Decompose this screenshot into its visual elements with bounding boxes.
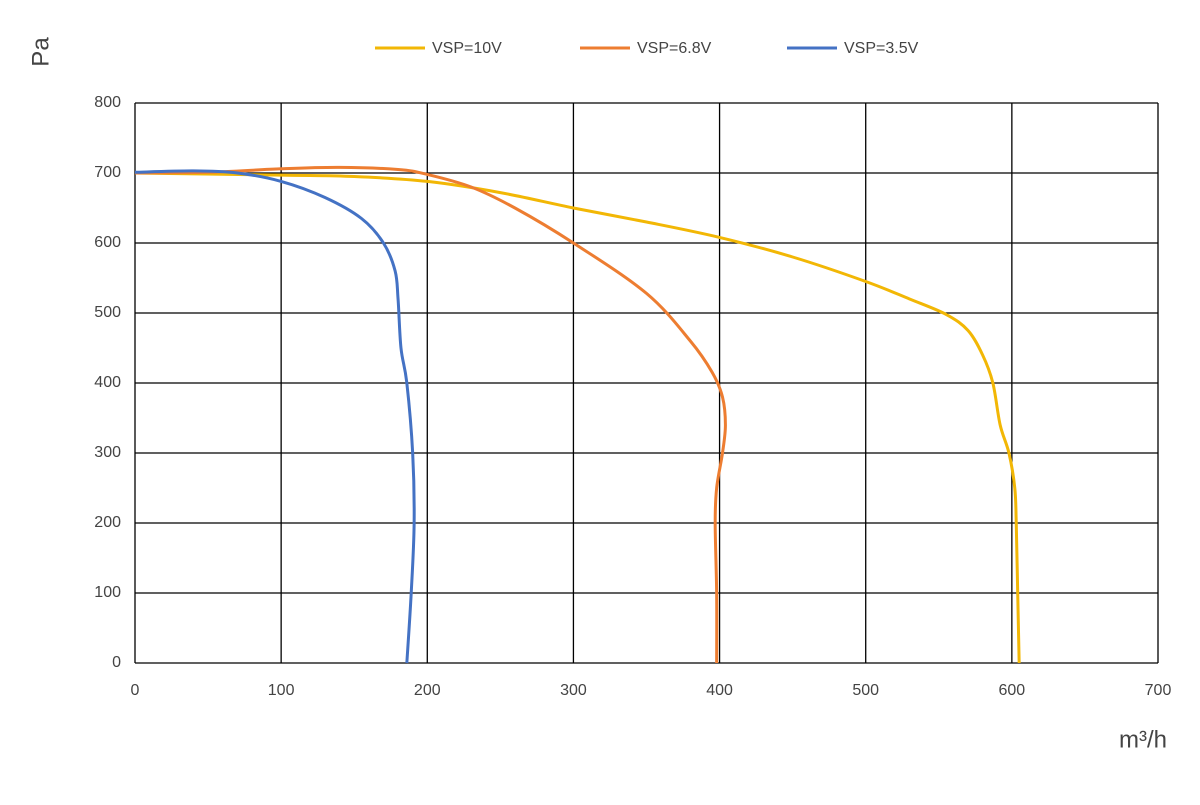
series-line: [134, 171, 1021, 664]
y-tick-label: 300: [94, 444, 121, 461]
x-tick-label: 100: [268, 682, 295, 699]
y-tick-label: 800: [94, 94, 121, 111]
x-tick-label: 400: [706, 682, 733, 699]
y-tick-label: 200: [94, 514, 121, 531]
y-tick-label: 400: [94, 374, 121, 391]
x-tick-label: 600: [999, 682, 1026, 699]
series-line: [134, 165, 727, 664]
y-tick-label: 700: [94, 164, 121, 181]
y-tick-label: 100: [94, 584, 121, 601]
y-tick-label: 500: [94, 304, 121, 321]
x-tick-label: 500: [852, 682, 879, 699]
series-line: [134, 169, 416, 664]
x-tick-label: 700: [1145, 682, 1172, 699]
y-tick-label: 0: [112, 654, 121, 671]
x-axis-label: m³/h: [1119, 726, 1167, 753]
x-tick-label: 300: [560, 682, 587, 699]
x-tick-label: 0: [131, 682, 140, 699]
y-tick-label: 600: [94, 234, 121, 251]
legend-label: VSP=10V: [432, 40, 502, 57]
x-tick-label: 200: [414, 682, 441, 699]
legend-label: VSP=3.5V: [844, 40, 919, 57]
y-axis-label: Pa: [27, 37, 54, 67]
legend-label: VSP=6.8V: [637, 40, 712, 57]
